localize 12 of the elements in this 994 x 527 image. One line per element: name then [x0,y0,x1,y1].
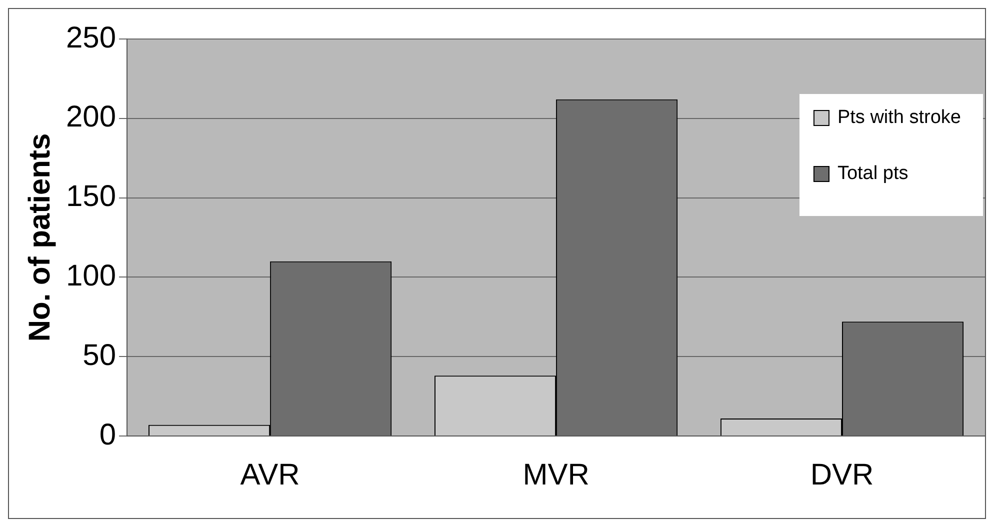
y-tick-label: 100 [66,259,116,292]
y-tick-label: 50 [82,338,116,372]
x-tick-label: DVR [810,458,874,492]
y-tick-label: 150 [66,180,116,214]
y-tick-label: 250 [66,21,116,54]
x-tick-label: MVR [522,458,590,492]
legend-label: Total pts [837,163,908,184]
legend-label: Pts with stroke [837,107,962,128]
y-tick-label: 200 [66,100,116,134]
y-axis-title: No. of patients [23,133,56,342]
x-tick-label: AVR [240,458,300,492]
y-tick-label: 0 [99,418,116,452]
